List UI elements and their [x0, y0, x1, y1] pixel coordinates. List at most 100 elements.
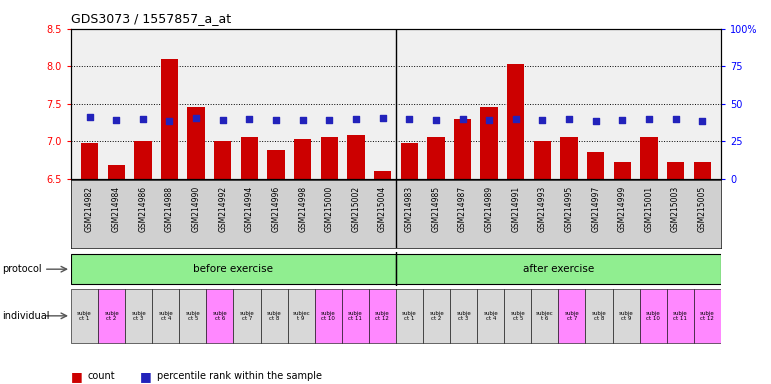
Bar — [477, 289, 504, 343]
Bar — [152, 289, 179, 343]
Bar — [315, 289, 342, 343]
Bar — [125, 289, 152, 343]
Text: GSM214994: GSM214994 — [245, 186, 254, 232]
Text: GSM215004: GSM215004 — [378, 186, 387, 232]
Point — [483, 117, 495, 123]
Text: GSM214999: GSM214999 — [618, 186, 627, 232]
Point — [376, 115, 389, 121]
Bar — [342, 289, 369, 343]
Text: subje
ct 7: subje ct 7 — [564, 311, 579, 321]
Point — [563, 116, 575, 122]
Bar — [423, 289, 450, 343]
Bar — [369, 289, 396, 343]
Text: subje
ct 8: subje ct 8 — [591, 311, 607, 321]
Bar — [161, 59, 178, 179]
Text: subje
ct 12: subje ct 12 — [375, 311, 390, 321]
Bar — [694, 162, 711, 179]
Text: protocol: protocol — [2, 264, 42, 274]
Bar — [374, 171, 391, 179]
Bar — [207, 289, 234, 343]
Text: GSM214987: GSM214987 — [458, 186, 467, 232]
Text: GSM215005: GSM215005 — [698, 186, 707, 232]
Text: GSM214991: GSM214991 — [511, 186, 520, 232]
Text: GDS3073 / 1557857_a_at: GDS3073 / 1557857_a_at — [71, 12, 231, 25]
Text: GSM215002: GSM215002 — [352, 186, 361, 232]
Bar — [561, 137, 577, 179]
Text: GSM214992: GSM214992 — [218, 186, 227, 232]
Point — [643, 116, 655, 122]
Point — [243, 116, 255, 122]
Text: before exercise: before exercise — [194, 263, 274, 273]
Point — [616, 117, 628, 123]
Text: subje
ct 4: subje ct 4 — [158, 311, 173, 321]
Point — [696, 118, 709, 124]
Point — [217, 117, 229, 123]
Point — [403, 116, 416, 122]
Text: subje
ct 11: subje ct 11 — [348, 311, 362, 321]
Bar — [504, 289, 531, 343]
Bar — [81, 142, 98, 179]
Text: individual: individual — [2, 311, 50, 321]
Point — [297, 117, 309, 123]
Bar — [612, 289, 640, 343]
Bar — [667, 162, 684, 179]
Text: GSM214985: GSM214985 — [431, 186, 440, 232]
Text: subje
ct 7: subje ct 7 — [240, 311, 254, 321]
Text: subje
ct 5: subje ct 5 — [510, 311, 525, 321]
Bar — [288, 289, 315, 343]
Bar — [187, 108, 205, 179]
Text: GSM214997: GSM214997 — [591, 186, 600, 232]
Point — [350, 116, 362, 122]
Bar — [321, 137, 338, 179]
Text: GSM215000: GSM215000 — [325, 186, 334, 232]
Text: subjec
t 9: subjec t 9 — [292, 311, 310, 321]
Bar — [454, 119, 471, 179]
Text: subje
ct 4: subje ct 4 — [483, 311, 498, 321]
Text: subje
ct 1: subje ct 1 — [77, 311, 92, 321]
Bar — [214, 141, 231, 179]
Text: subje
ct 3: subje ct 3 — [456, 311, 471, 321]
Bar — [640, 137, 658, 179]
Text: subje
ct 5: subje ct 5 — [185, 311, 200, 321]
Text: subje
ct 2: subje ct 2 — [429, 311, 444, 321]
Point — [323, 117, 335, 123]
Bar — [396, 254, 721, 285]
Text: subjec
t 6: subjec t 6 — [536, 311, 554, 321]
Text: GSM214984: GSM214984 — [112, 186, 121, 232]
Bar — [71, 254, 396, 285]
Text: after exercise: after exercise — [523, 263, 594, 273]
Bar — [134, 141, 152, 179]
Bar — [507, 64, 524, 179]
Text: subje
ct 12: subje ct 12 — [700, 311, 715, 321]
Text: GSM214986: GSM214986 — [138, 186, 147, 232]
Bar — [694, 289, 721, 343]
Bar — [179, 289, 207, 343]
Text: GSM214983: GSM214983 — [405, 186, 414, 232]
Point — [136, 116, 149, 122]
Text: subje
ct 9: subje ct 9 — [618, 311, 634, 321]
Bar — [401, 142, 418, 179]
Text: ■: ■ — [71, 370, 82, 383]
Point — [190, 115, 202, 121]
Bar — [450, 289, 477, 343]
Point — [83, 114, 96, 120]
Text: GSM214990: GSM214990 — [192, 186, 200, 232]
Text: GSM214996: GSM214996 — [271, 186, 281, 232]
Text: subje
ct 10: subje ct 10 — [646, 311, 661, 321]
Text: ■: ■ — [140, 370, 152, 383]
Text: GSM214995: GSM214995 — [564, 186, 574, 232]
Text: GSM214988: GSM214988 — [165, 186, 174, 232]
Point — [537, 117, 549, 123]
Bar — [98, 289, 125, 343]
Bar — [347, 135, 365, 179]
Bar — [427, 137, 445, 179]
Text: GSM214982: GSM214982 — [85, 186, 94, 232]
Bar — [108, 165, 125, 179]
Bar — [587, 152, 604, 179]
Point — [510, 116, 522, 122]
Bar — [640, 289, 667, 343]
Bar — [396, 289, 423, 343]
Point — [270, 117, 282, 123]
Bar — [585, 289, 612, 343]
Text: subje
ct 6: subje ct 6 — [213, 311, 227, 321]
